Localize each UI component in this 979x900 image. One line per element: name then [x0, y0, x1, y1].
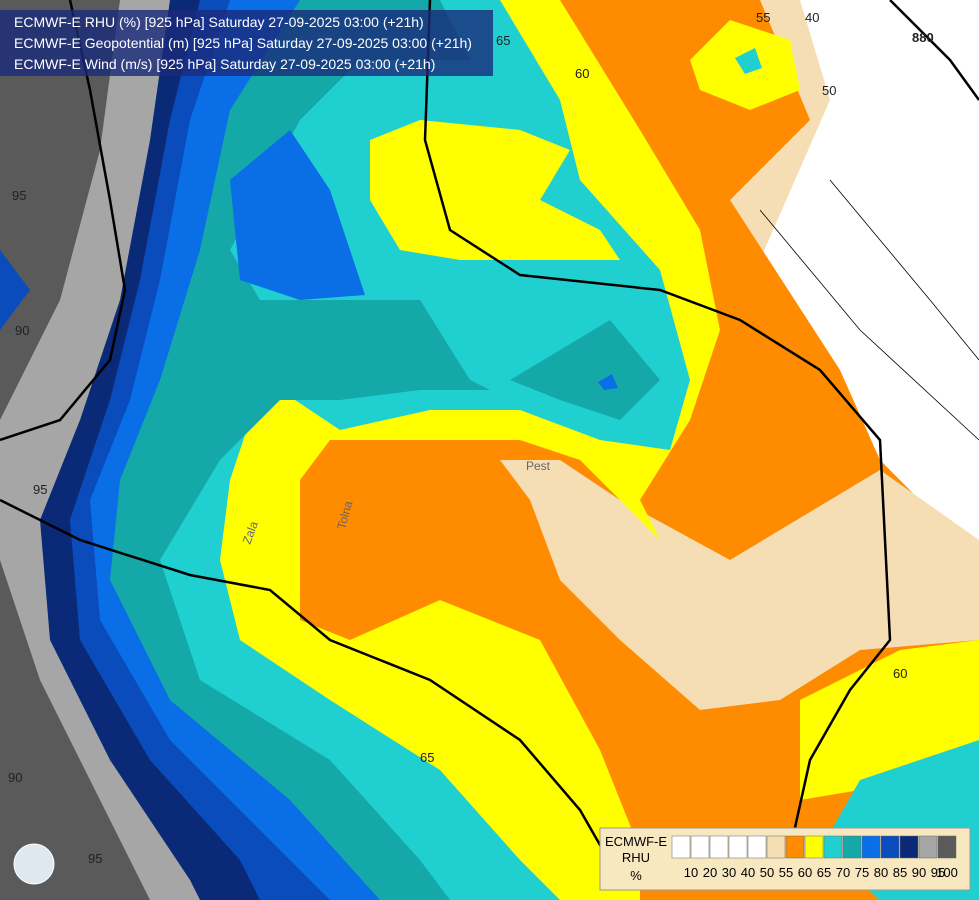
legend-tick-label: 10 [684, 865, 698, 880]
contour-label: 90 [15, 323, 29, 338]
isoline [759, 209, 979, 441]
legend-swatch [728, 835, 748, 859]
rhu-95-south [0, 560, 150, 900]
legend-tick-label: 90 [912, 865, 926, 880]
rhu-70-island [510, 320, 660, 420]
legend-tick-label: 60 [798, 865, 812, 880]
contour-label: 65 [496, 33, 510, 48]
contour-label: 90 [8, 770, 22, 785]
rhu-95 [0, 0, 120, 420]
legend-swatch [785, 835, 805, 859]
contour-label: 50 [822, 83, 836, 98]
contour-label: 60 [893, 666, 907, 681]
rhu-80-west [0, 250, 30, 330]
isoline [423, 0, 892, 851]
contour-label: 55 [756, 10, 770, 25]
place-name: Pest [526, 459, 551, 473]
contour-label: 95 [33, 482, 47, 497]
logo [13, 843, 55, 885]
legend-tick-label: 100 [936, 865, 958, 880]
rhu-65-spot [735, 48, 762, 74]
legend-tick-label: 95 [931, 865, 945, 880]
legend-title: RHU [622, 850, 650, 865]
legend-tick-label: 30 [722, 865, 736, 880]
legend-tick-label: 20 [703, 865, 717, 880]
contour-label: 65 [420, 750, 434, 765]
isoline [0, 0, 127, 442]
thin-isolines [759, 179, 979, 441]
legend-tick-label: 80 [874, 865, 888, 880]
legend-tick-label: 40 [741, 865, 755, 880]
legend-swatch [918, 835, 938, 859]
header-line: ECMWF-E Wind (m/s) [925 hPa] Saturday 27… [14, 56, 435, 72]
isoline [829, 179, 979, 361]
rhu-50-island [500, 460, 979, 710]
legend-swatch [861, 835, 881, 859]
rhu-75-spot [598, 374, 618, 390]
legend-tick-label: 50 [760, 865, 774, 880]
rhu-60-inner [370, 120, 620, 260]
legend-swatch [766, 835, 786, 859]
contour-label: 40 [805, 10, 819, 25]
legend-swatch [899, 835, 919, 859]
legend-swatch [804, 835, 824, 859]
header-line: ECMWF-E Geopotential (m) [925 hPa] Satur… [14, 35, 472, 51]
legend-swatch [823, 835, 843, 859]
header-line: ECMWF-E RHU (%) [925 hPa] Saturday 27-09… [14, 14, 424, 30]
legend-tick-label: 85 [893, 865, 907, 880]
legend-tick-label: 55 [779, 865, 793, 880]
legend-tick-label: 70 [836, 865, 850, 880]
legend-tick-label: 65 [817, 865, 831, 880]
header-box [0, 10, 493, 76]
legend-swatch [937, 835, 957, 859]
legend-tick-label: 75 [855, 865, 869, 880]
isoline [0, 498, 622, 881]
legend-title: ECMWF-E [605, 834, 667, 849]
legend-swatch [747, 835, 767, 859]
contour-label: 95 [88, 851, 102, 866]
legend-title: % [630, 868, 642, 883]
isoline [889, 0, 979, 101]
legend-swatch [690, 835, 710, 859]
contour-label: 95 [12, 188, 26, 203]
legend-swatch [709, 835, 729, 859]
rhu-75-patch [230, 130, 365, 300]
contour-label: 60 [575, 66, 589, 81]
contour-label: 880 [912, 30, 934, 45]
legend-swatch [880, 835, 900, 859]
geopotential-lines [0, 0, 979, 881]
contour-labels: 95 90 95 90 95 65 60 55 40 50 60 65 880 [8, 10, 934, 866]
legend-swatch [671, 835, 691, 859]
legend-swatch [842, 835, 862, 859]
